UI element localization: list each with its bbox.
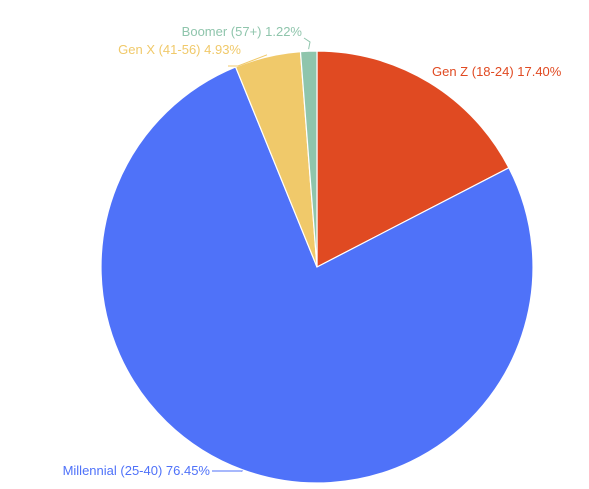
pie-slices [100, 50, 534, 484]
leader-lines [212, 37, 311, 472]
slice-gen-z [316, 50, 510, 268]
leader-boomer [303, 37, 311, 50]
label-gen-z: Gen Z (18-24) 17.40% [432, 64, 562, 79]
leader-millennial [212, 470, 244, 472]
slice-labels: Gen Z (18-24) 17.40% Millennial (25-40) … [63, 24, 562, 478]
leader-gen-x [228, 54, 268, 67]
label-gen-x: Gen X (41-56) 4.93% [118, 42, 241, 57]
label-millennial: Millennial (25-40) 76.45% [63, 463, 211, 478]
slice-boomer [299, 50, 318, 268]
label-boomer: Boomer (57+) 1.22% [182, 24, 303, 39]
slice-millennial [100, 66, 534, 484]
